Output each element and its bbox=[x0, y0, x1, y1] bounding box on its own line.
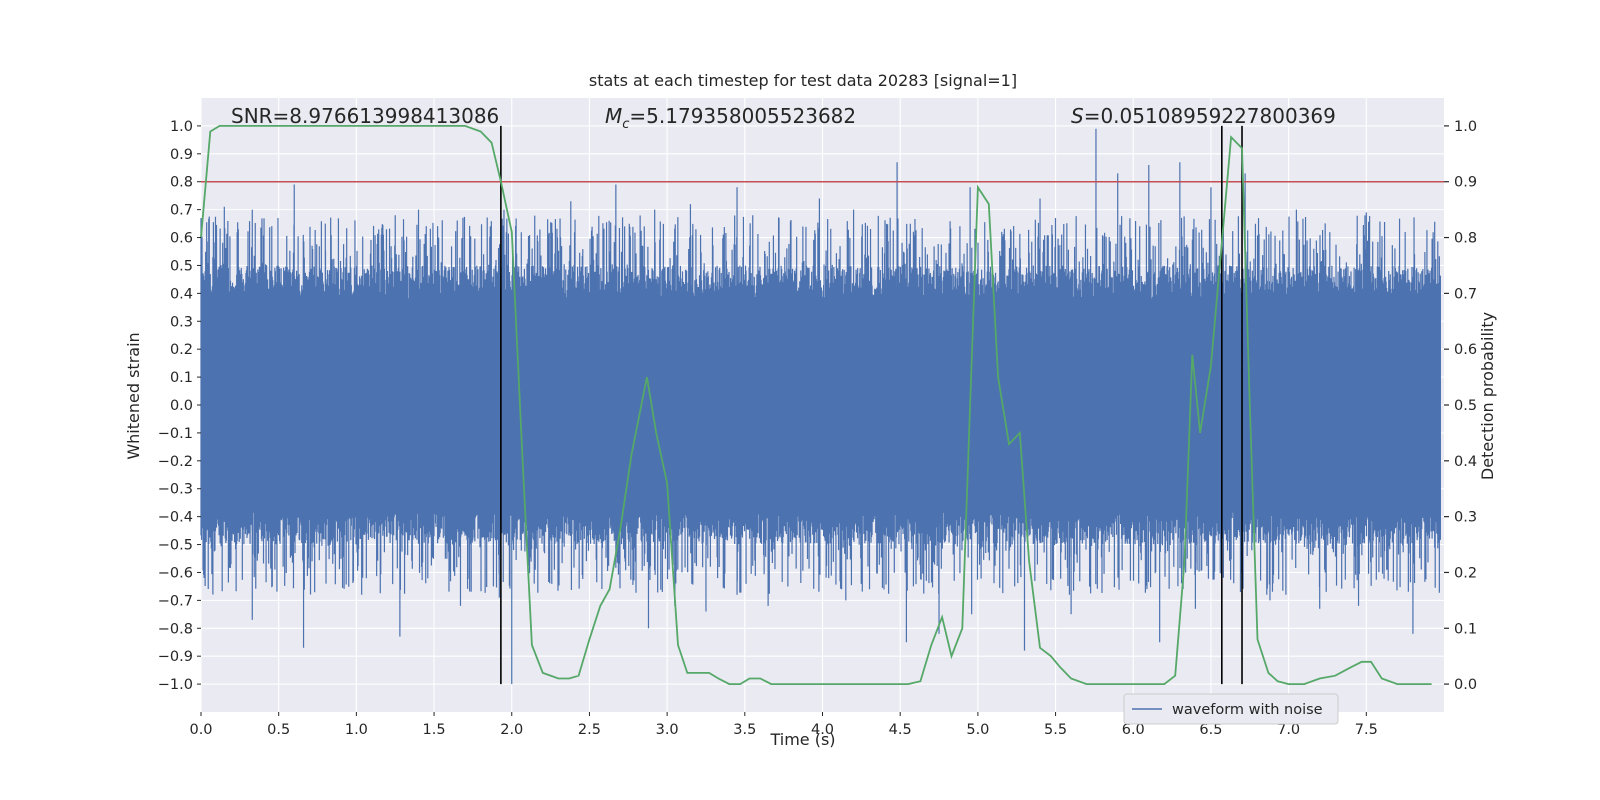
y2-tick-label: 0.4 bbox=[1454, 454, 1477, 470]
y-tick-label: −0.9 bbox=[158, 649, 193, 665]
y2-tick-label: 0.2 bbox=[1454, 565, 1477, 581]
legend-label-waveform: waveform with noise bbox=[1172, 702, 1323, 718]
x-tick-label: 1.5 bbox=[423, 722, 446, 738]
mc-symbol: M bbox=[605, 104, 622, 128]
chart-title: stats at each timestep for test data 202… bbox=[589, 71, 1017, 90]
s-annotation: S=0.05108959227800369 bbox=[1071, 104, 1336, 128]
s-symbol: S bbox=[1071, 104, 1084, 128]
x-axis-ticks: 0.0 0.5 1.0 1.5 2.0 2.5 3.0 3.5 4.0 4.5 5.0 5.5 6.0 6… bbox=[189, 712, 1378, 738]
y2-tick-label: 0.6 bbox=[1454, 342, 1477, 358]
y2-tick-label: 0.5 bbox=[1454, 398, 1477, 414]
vertical-markers bbox=[500, 125, 1243, 685]
y2-tick-label: 1.0 bbox=[1454, 119, 1477, 135]
mc-subscript: c bbox=[622, 117, 629, 132]
x-tick-label: 6.5 bbox=[1199, 722, 1222, 738]
y2-axis-label: Detection probability bbox=[1478, 312, 1497, 480]
x-axis-label: Time (s) bbox=[769, 730, 835, 749]
x-tick-label: 0.5 bbox=[267, 722, 290, 738]
y-tick-label: 0.8 bbox=[170, 175, 193, 191]
x-tick-label: 1.0 bbox=[345, 722, 368, 738]
x-tick-label: 3.5 bbox=[733, 722, 756, 738]
y-tick-label: −0.2 bbox=[158, 454, 193, 470]
x-tick-label: 5.5 bbox=[1044, 722, 1067, 738]
y2-tick-label: 0.3 bbox=[1454, 510, 1477, 526]
s-value: =0.05108959227800369 bbox=[1084, 104, 1336, 128]
legend-box bbox=[1123, 693, 1339, 725]
y2-tick-label: 0.7 bbox=[1454, 286, 1477, 302]
y-tick-label: 0.6 bbox=[170, 231, 193, 247]
x-tick-label: 3.0 bbox=[656, 722, 679, 738]
y-tick-label: 0.1 bbox=[170, 370, 193, 386]
y-tick-label: −0.5 bbox=[158, 538, 193, 554]
y2-axis-ticks: 1.0 0.9 0.8 0.7 0.6 0.5 0.4 0.3 0.2 0.1 0.0 bbox=[1444, 119, 1477, 693]
y2-tick-label: 0.0 bbox=[1454, 677, 1477, 693]
x-tick-label: 2.5 bbox=[578, 722, 601, 738]
y-tick-label: 0.4 bbox=[170, 286, 193, 302]
y-tick-label: −0.3 bbox=[158, 482, 193, 498]
y2-tick-label: 0.1 bbox=[1454, 621, 1477, 637]
x-tick-label: 7.0 bbox=[1277, 722, 1300, 738]
y-tick-label: 0.2 bbox=[170, 342, 193, 358]
y-axis-label: Whitened strain bbox=[124, 332, 143, 459]
mc-value: =5.179358005523682 bbox=[629, 104, 856, 128]
plot-area bbox=[200, 125, 1444, 685]
y-axis-ticks: 1.0 0.9 0.8 0.7 0.6 0.5 0.4 0.3 0.2 0.1 0.0 −0.1 −0.… bbox=[158, 119, 201, 693]
y-tick-label: −0.8 bbox=[158, 621, 193, 637]
x-tick-label: 5.0 bbox=[966, 722, 989, 738]
y-tick-label: −0.1 bbox=[158, 426, 193, 442]
y-tick-label: 0.5 bbox=[170, 258, 193, 274]
x-tick-label: 2.0 bbox=[500, 722, 523, 738]
mc-annotation: Mc=5.179358005523682 bbox=[605, 104, 856, 132]
legend: waveform with noise bbox=[1123, 693, 1339, 725]
x-tick-label: 6.0 bbox=[1122, 722, 1145, 738]
y-tick-label: −1.0 bbox=[158, 677, 193, 693]
y2-tick-label: 0.8 bbox=[1454, 231, 1477, 247]
y-tick-label: 0.0 bbox=[170, 398, 193, 414]
x-tick-label: 7.5 bbox=[1355, 722, 1378, 738]
y-tick-label: 0.3 bbox=[170, 314, 193, 330]
x-tick-label: 4.0 bbox=[811, 722, 834, 738]
probability-series-line bbox=[200, 125, 1432, 685]
x-tick-label: 4.5 bbox=[889, 722, 912, 738]
snr-annotation: SNR=8.976613998413086 bbox=[231, 104, 499, 128]
y-tick-label: 0.9 bbox=[170, 147, 193, 163]
y-tick-label: −0.7 bbox=[158, 593, 193, 609]
y-tick-label: 0.7 bbox=[170, 203, 193, 219]
x-tick-label: 0.0 bbox=[189, 722, 212, 738]
y-tick-label: 1.0 bbox=[170, 119, 193, 135]
y-tick-label: −0.6 bbox=[158, 565, 193, 581]
y2-tick-label: 0.9 bbox=[1454, 175, 1477, 191]
y-tick-label: −0.4 bbox=[158, 510, 193, 526]
